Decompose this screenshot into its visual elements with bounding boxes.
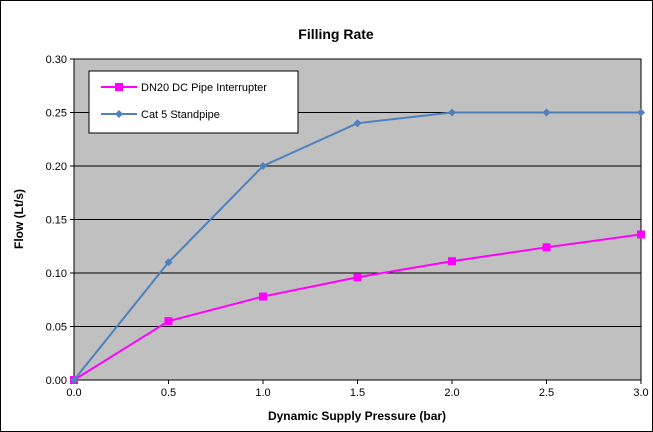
data-point	[542, 108, 551, 117]
chart-title: Filling Rate	[298, 26, 374, 42]
x-tick-label: 2.0	[444, 387, 459, 399]
data-point	[637, 230, 645, 239]
y-axis-label: Flow (Lt/s)	[12, 189, 26, 249]
y-tick-label: 0.20	[46, 161, 67, 173]
legend-swatch-marker	[115, 83, 123, 91]
legend: DN20 DC Pipe Interrupter Cat 5 Standpipe	[88, 70, 299, 134]
legend-label: DN20 DC Pipe Interrupter	[141, 82, 267, 94]
data-point	[542, 243, 551, 252]
data-point	[448, 257, 456, 266]
series-layer	[70, 108, 645, 384]
data-point	[353, 119, 362, 128]
data-point	[164, 317, 173, 326]
y-tick-label: 0.30	[46, 54, 67, 66]
legend-item-1: Cat 5 Standpipe	[101, 109, 220, 121]
legend-item-0: DN20 DC Pipe Interrupter	[101, 82, 267, 94]
x-tick-label: 1.5	[350, 387, 365, 399]
y-tick-label: 0.05	[46, 322, 67, 334]
data-point	[259, 162, 267, 170]
data-point	[448, 108, 456, 117]
data-point	[637, 108, 645, 117]
x-tick-label: 0.0	[66, 387, 81, 399]
legend-swatch-marker	[115, 110, 123, 118]
legend-box	[88, 70, 299, 134]
x-tick-label: 2.5	[539, 387, 554, 399]
data-point	[70, 376, 78, 384]
data-point	[353, 273, 362, 282]
y-tick-label: 0.15	[46, 215, 67, 227]
legend-label: Cat 5 Standpipe	[141, 109, 220, 121]
y-tick-label: 0.25	[46, 108, 67, 120]
tick-layer: 0.00 0.05 0.10 0.15 0.20 0.25 0.30 0.0 0.5 1.0 1.5…	[46, 54, 649, 399]
x-tick-label: 1.0	[255, 387, 270, 399]
data-point	[164, 258, 173, 267]
y-tick-label: 0.00	[46, 375, 67, 387]
x-tick-label: 3.0	[633, 387, 648, 399]
data-point	[259, 292, 267, 301]
x-tick-label: 0.5	[161, 387, 176, 399]
y-tick-label: 0.10	[46, 268, 67, 280]
x-axis-label: Dynamic Supply Pressure (bar)	[268, 409, 446, 423]
legend-items: DN20 DC Pipe Interrupter Cat 5 Standpipe	[101, 82, 267, 121]
series-1	[70, 108, 645, 384]
